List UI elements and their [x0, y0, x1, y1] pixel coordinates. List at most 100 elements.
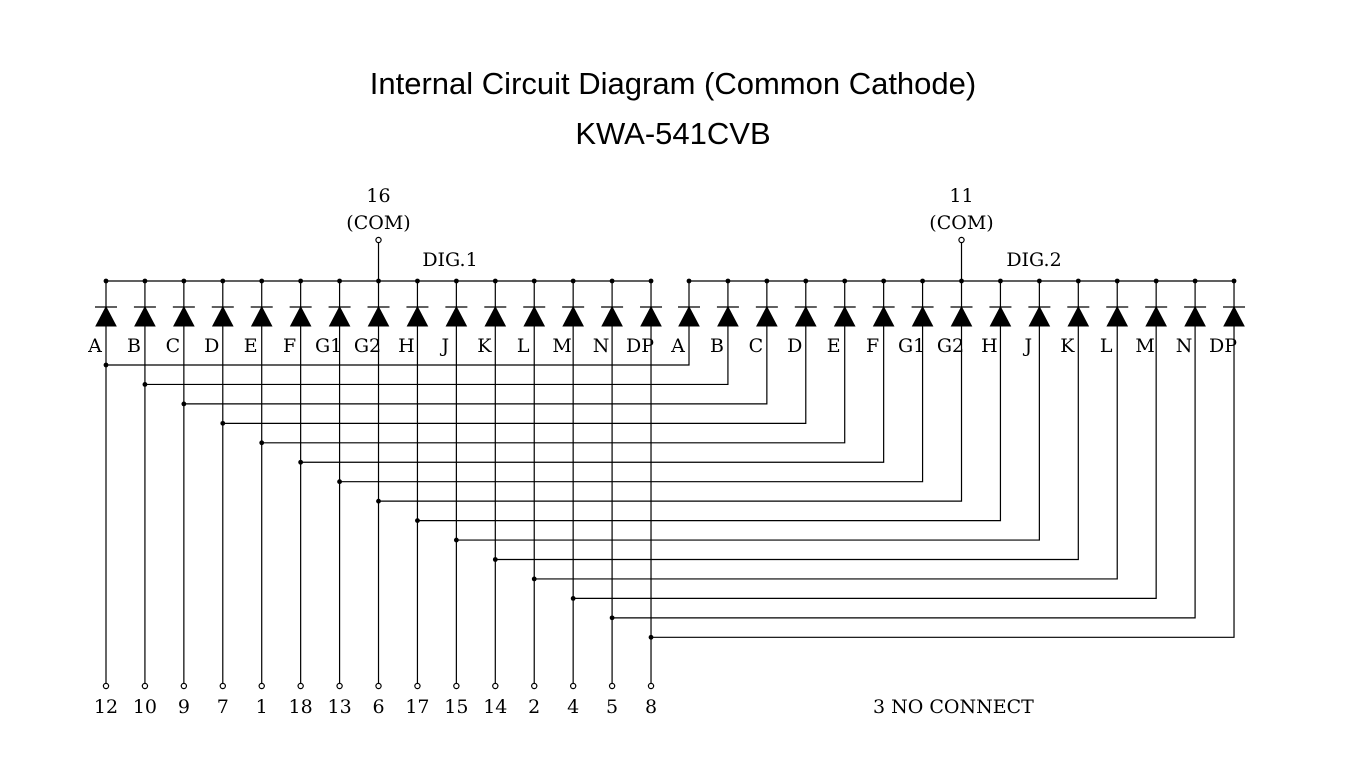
pin-terminal: [492, 682, 499, 690]
led-diode-icon: [95, 305, 117, 327]
segment-label-1-M: M: [552, 335, 571, 357]
segment-crossover-wire: [495, 326, 1079, 561]
led-diode-icon: [484, 305, 507, 327]
segment-crossover-wire: [573, 326, 1157, 600]
digit-label-1: DIG.1: [422, 249, 477, 271]
led-diode-icon: [328, 305, 351, 327]
led-diode-icon: [1028, 305, 1051, 327]
digit-label-2: DIG.2: [1006, 249, 1061, 271]
diagram-title: Internal Circuit Diagram (Common Cathode…: [369, 66, 977, 101]
led-diode-icon: [173, 305, 195, 327]
led-diode-icon: [289, 305, 312, 327]
junction-dot: [103, 362, 109, 368]
segment-label-1-E: E: [244, 335, 258, 357]
com-pin-number-2: 11: [949, 185, 973, 207]
junction-dot: [570, 278, 576, 284]
led-diode-icon: [562, 305, 584, 327]
pin-number-9: 9: [178, 696, 190, 718]
junction-dot: [531, 278, 537, 284]
com-label-2: (COM): [929, 212, 993, 234]
junction-dot: [803, 278, 809, 284]
junction-dot: [220, 278, 226, 284]
pin-number-2: 2: [528, 696, 540, 718]
pin-terminal: [647, 682, 655, 690]
junction-dot: [686, 278, 692, 284]
led-diode-icon: [367, 305, 390, 327]
junction-dot: [376, 498, 381, 504]
junction-dot: [181, 401, 187, 407]
segment-label-2-K: K: [1060, 335, 1075, 357]
pin-terminal: [531, 682, 538, 690]
segment-label-2-E: E: [827, 335, 841, 357]
junction-dot: [725, 278, 731, 284]
pin-terminal: [258, 682, 265, 690]
junction-dot: [142, 278, 148, 284]
led-diode-icon: [1106, 305, 1129, 327]
com-pin-number-1: 16: [366, 185, 390, 207]
pin-number-17: 17: [405, 696, 429, 718]
pin-terminal: [608, 682, 616, 690]
pin-terminal: [453, 682, 460, 690]
junction-dot: [1036, 278, 1042, 284]
segment-label-1-D: D: [204, 335, 219, 357]
segment-label-2-M: M: [1135, 335, 1154, 357]
led-diode-icon: [1184, 305, 1206, 327]
segment-label-1-G2: G2: [354, 335, 381, 357]
junction-dot: [142, 382, 148, 387]
led-diode-icon: [756, 305, 778, 327]
junction-dot: [531, 576, 537, 582]
junction-dot: [609, 278, 615, 284]
junction-dot: [1114, 278, 1120, 284]
segment-crossover-wire: [456, 326, 1040, 541]
junction-dot: [998, 278, 1003, 284]
junction-dot: [492, 278, 498, 284]
pin-terminal: [141, 682, 149, 690]
segment-label-1-N: N: [593, 335, 610, 357]
segment-label-1-DP: DP: [626, 335, 654, 357]
pin-terminal: [569, 682, 577, 690]
led-diode-icon: [250, 305, 273, 327]
segment-label-1-B: B: [127, 335, 141, 357]
segment-label-2-N: N: [1176, 335, 1193, 357]
pin-terminal: [336, 682, 343, 690]
segment-label-2-J: J: [1023, 335, 1033, 357]
pin-terminal: [297, 682, 304, 690]
part-number: KWA-541CVB: [575, 116, 771, 151]
led-diode-icon: [794, 305, 817, 327]
junction-dot: [453, 278, 459, 284]
junction-dot: [1075, 278, 1081, 284]
segment-label-1-H: H: [398, 335, 415, 357]
led-diode-icon: [1223, 305, 1245, 327]
junction-dot: [920, 278, 925, 284]
segment-crossover-wire: [534, 326, 1118, 580]
segment-label-2-A: A: [670, 335, 685, 357]
pin-number-4: 4: [567, 696, 579, 718]
pin-terminal: [375, 682, 382, 690]
led-diode-icon: [406, 305, 429, 327]
segment-label-1-G1: G1: [315, 335, 342, 357]
led-diode-icon: [678, 305, 700, 327]
segment-label-2-G2: G2: [937, 335, 964, 357]
segment-crossover-wire: [612, 326, 1196, 619]
junction-dot: [881, 278, 887, 284]
junction-dot: [842, 278, 848, 284]
com-terminal-2: [958, 236, 965, 244]
led-diode-icon: [601, 305, 623, 327]
segment-label-2-DP: DP: [1209, 335, 1237, 357]
led-diode-icon: [911, 305, 934, 327]
no-connect-note: 3 NO CONNECT: [873, 696, 1034, 718]
pin-number-6: 6: [372, 696, 384, 718]
pin-number-10: 10: [133, 696, 157, 718]
segment-label-2-H: H: [981, 335, 998, 357]
pin-number-13: 13: [327, 696, 351, 718]
junction-dot: [648, 634, 654, 640]
segment-label-2-D: D: [787, 335, 802, 357]
junction-dot: [337, 479, 342, 485]
junction-dot: [1231, 278, 1237, 284]
led-diode-icon: [445, 305, 468, 327]
com-terminal-1: [375, 236, 382, 244]
segment-label-1-L: L: [517, 335, 530, 357]
led-diode-icon: [717, 305, 739, 327]
junction-dot: [764, 278, 770, 284]
segment-crossover-wire: [651, 326, 1235, 638]
